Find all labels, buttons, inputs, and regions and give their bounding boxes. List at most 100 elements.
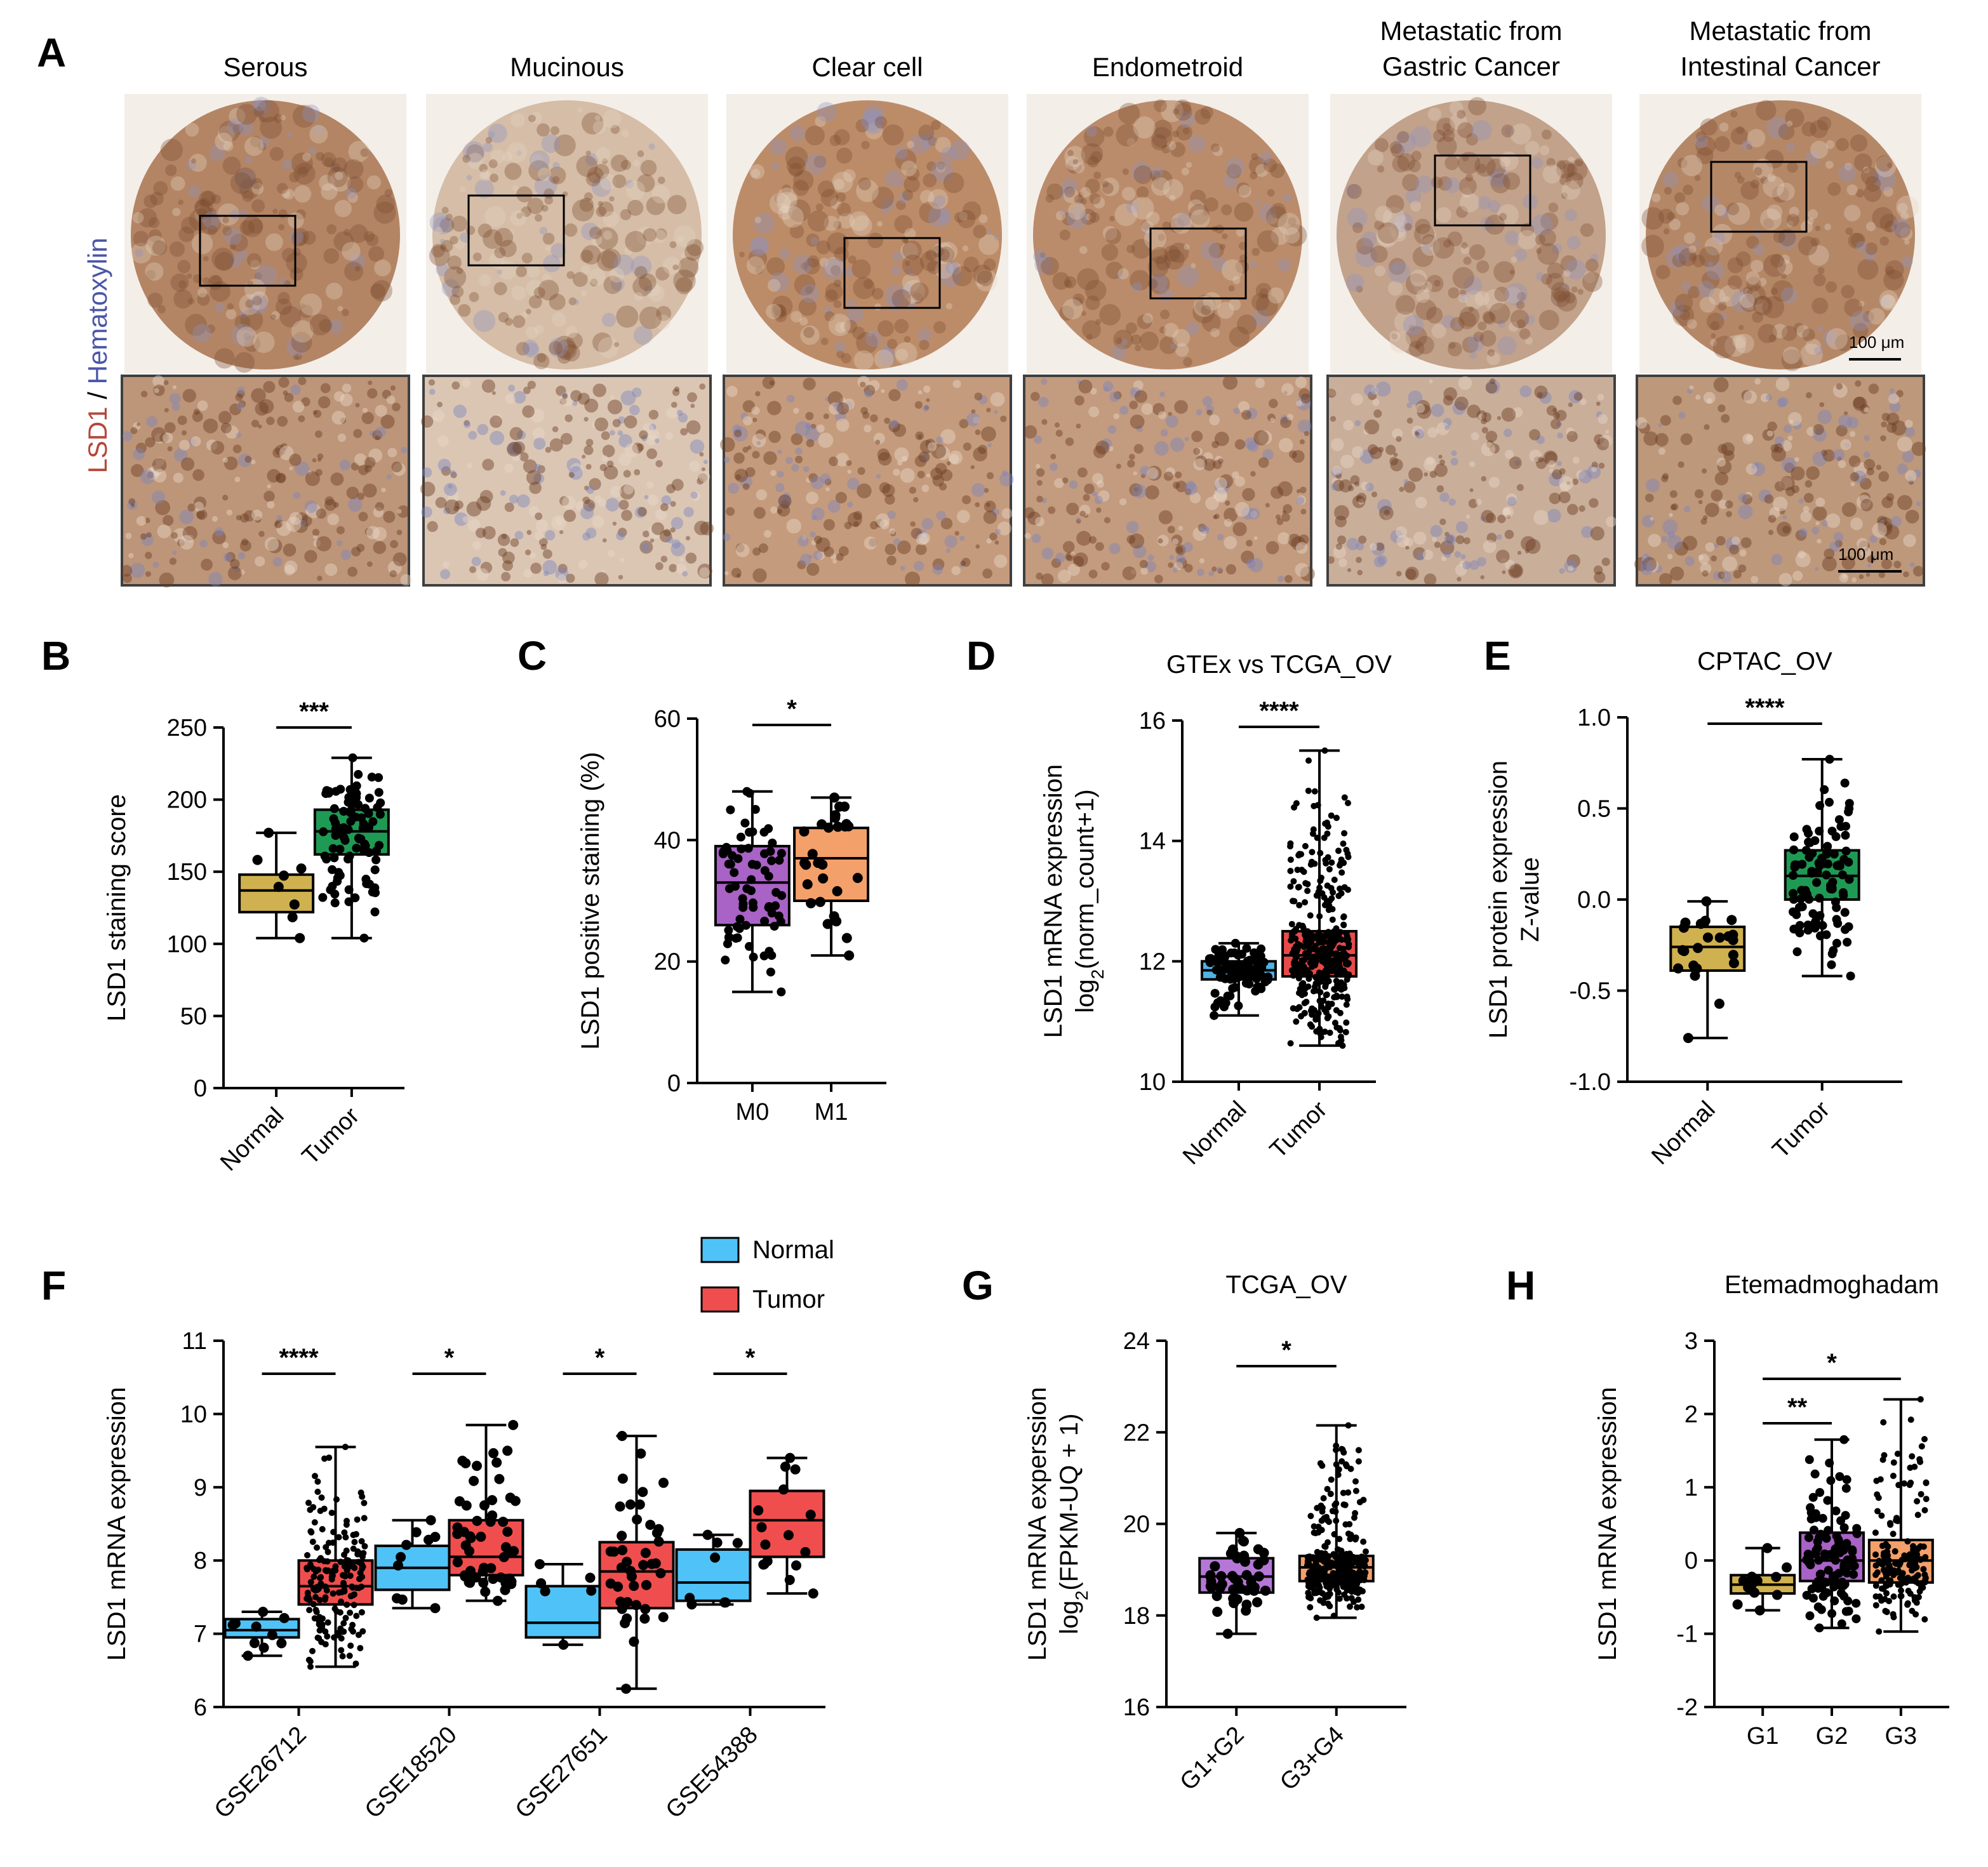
zoom-texture [752, 547, 761, 556]
zoom-texture [1376, 542, 1385, 551]
tissue-texture [632, 159, 641, 167]
zoom-texture [1529, 449, 1542, 463]
tissue-texture [620, 159, 631, 170]
box-normal [1200, 938, 1277, 1020]
data-point [1312, 980, 1319, 987]
zoom-texture [1415, 496, 1427, 508]
data-point [1301, 1000, 1308, 1007]
zoom-texture [1203, 458, 1216, 471]
tissue-texture [1151, 274, 1168, 291]
zoom-texture [275, 519, 284, 528]
tissue-texture [1389, 330, 1401, 342]
zoom-texture [1166, 467, 1175, 477]
data-point [352, 781, 361, 790]
tissue-texture [319, 319, 333, 333]
data-point [364, 794, 374, 803]
zoom-texture [723, 456, 730, 463]
tissue-texture [1857, 258, 1879, 280]
zoom-texture [169, 557, 177, 565]
zoom-texture [357, 493, 364, 500]
tissue-texture [286, 336, 307, 357]
zoom-texture [333, 391, 345, 402]
tissue-texture [1879, 296, 1890, 307]
data-point [273, 882, 284, 892]
tissue-texture [1188, 135, 1206, 152]
tissue-texture [1559, 173, 1571, 186]
data-point [1345, 1422, 1352, 1429]
data-point [1206, 958, 1215, 967]
data-point [636, 1448, 646, 1459]
data-point [749, 952, 758, 962]
tissue-texture [1486, 352, 1500, 366]
tissue-texture [1164, 249, 1185, 270]
zoom-texture [650, 538, 655, 543]
data-point [1345, 800, 1351, 806]
zoom-texture [223, 553, 233, 562]
data-point [658, 1477, 669, 1488]
zoom-texture [450, 472, 457, 479]
zoom-texture [146, 416, 157, 427]
tissue-texture [512, 185, 519, 192]
zoom-texture [890, 420, 899, 429]
zoom-texture [1288, 533, 1301, 547]
y-tick-label: 0 [1684, 1548, 1698, 1574]
zoom-texture [1090, 388, 1097, 395]
zoom-texture [1581, 526, 1594, 538]
zoom-texture [651, 522, 664, 535]
zoom-texture [1133, 545, 1147, 559]
tissue-texture [751, 168, 761, 178]
zoom-texture [237, 390, 245, 398]
zoom-texture [317, 458, 321, 462]
tissue-texture [1234, 202, 1253, 222]
zoom-texture [676, 563, 686, 574]
zoom-texture [1505, 559, 1515, 570]
tissue-texture [1139, 331, 1159, 351]
tissue-texture [534, 324, 544, 335]
tissue-texture [581, 265, 591, 275]
tissue-texture [1416, 289, 1430, 303]
zoom-texture [1133, 380, 1144, 390]
zoom-texture [1497, 534, 1502, 540]
tissue-texture [429, 212, 450, 233]
tissue-texture [902, 284, 914, 296]
zoom-texture [1777, 398, 1787, 408]
zoom-texture [1521, 536, 1536, 551]
zoom-texture [300, 519, 307, 526]
data-point [1314, 1505, 1321, 1512]
column-title-5-line-2: Gastric Cancer [1382, 51, 1560, 81]
tissue-texture [1448, 342, 1462, 357]
zoom-texture [1787, 435, 1793, 441]
data-point [738, 903, 748, 912]
zoom-texture [224, 456, 238, 470]
tissue-texture [1850, 134, 1868, 152]
zoom-texture [251, 420, 259, 428]
tissue-texture [194, 206, 211, 222]
data-point [1714, 999, 1724, 1009]
zoom-texture [1298, 419, 1312, 434]
zoom-texture [648, 409, 659, 420]
zoom-texture [1566, 430, 1578, 442]
zoom-texture [1538, 456, 1544, 463]
tissue-texture [1228, 285, 1235, 292]
zoom-texture [164, 408, 169, 413]
tissue-texture [1537, 243, 1559, 265]
tissue-texture [172, 208, 181, 216]
tissue-texture [920, 251, 941, 272]
data-point [1239, 1557, 1250, 1567]
zoom-texture [1798, 498, 1804, 504]
significance-label: **** [1745, 694, 1785, 722]
tissue-texture [581, 245, 601, 265]
zoom-texture [1171, 538, 1179, 545]
zoom-texture [266, 416, 275, 425]
tissue-texture [933, 195, 945, 207]
zoom-texture [817, 552, 825, 560]
tissue-texture [1131, 196, 1154, 220]
zoom-texture [924, 405, 930, 410]
tissue-texture [522, 340, 538, 356]
zoom-texture [340, 417, 347, 424]
tissue-texture [1267, 213, 1278, 225]
zoom-texture [1817, 538, 1822, 544]
tissue-texture [1535, 234, 1546, 245]
zoom-texture [1572, 456, 1580, 464]
zoom-texture [131, 464, 144, 477]
